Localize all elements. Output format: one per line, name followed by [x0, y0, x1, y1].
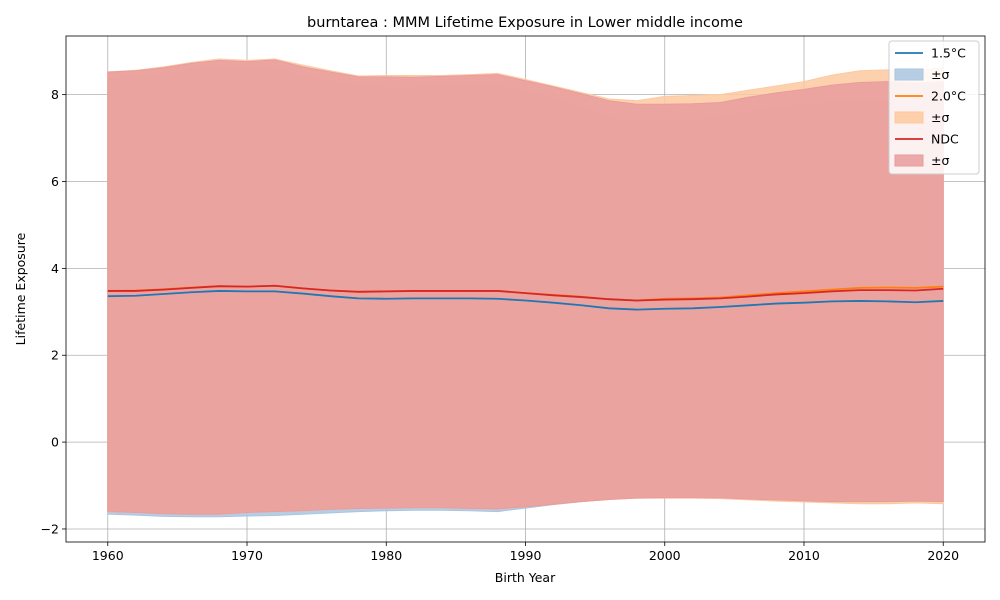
legend-band-swatch — [894, 68, 924, 81]
legend-label: ±σ — [931, 67, 949, 82]
x-tick-label: 1960 — [92, 548, 124, 563]
y-tick-label: 2 — [51, 348, 59, 363]
x-tick-label: 2020 — [927, 548, 959, 563]
series-lines — [107, 284, 944, 311]
legend: 1.5°C ±σ 2.0°C ±σ NDC ±σ — [888, 40, 980, 175]
sigma-band-2 — [107, 59, 944, 515]
x-tick-label: 2010 — [788, 548, 820, 563]
legend-band-swatch — [894, 154, 924, 167]
y-tick-label: 8 — [51, 87, 59, 102]
x-tick-label: 1970 — [231, 548, 263, 563]
legend-label: ±σ — [931, 153, 949, 168]
x-tick-label: 1980 — [370, 548, 402, 563]
chart-title: burntarea : MMM Lifetime Exposure in Low… — [307, 15, 743, 31]
x-tick-label: 1990 — [510, 548, 542, 563]
series-line-0 — [107, 290, 944, 311]
x-tick-label: 2000 — [649, 548, 681, 563]
x-axis-ticks: 1960 1970 1980 1990 2000 2010 2020 — [92, 542, 959, 563]
series-line-2 — [107, 284, 944, 302]
y-axis-label: Lifetime Exposure — [13, 232, 28, 345]
y-tick-label: 0 — [51, 435, 59, 450]
legend-label: 1.5°C — [931, 46, 966, 61]
x-axis-label: Birth Year — [495, 570, 556, 585]
legend-label: ±σ — [931, 110, 949, 125]
y-tick-label: 4 — [51, 261, 59, 276]
y-axis-ticks: −2 0 2 4 6 8 — [41, 87, 66, 536]
y-tick-label: −2 — [41, 521, 59, 536]
sigma-bands — [107, 58, 944, 518]
legend-label: 2.0°C — [931, 89, 966, 104]
y-tick-label: 6 — [51, 174, 59, 189]
legend-band-swatch — [894, 111, 924, 124]
legend-label: NDC — [931, 132, 959, 147]
